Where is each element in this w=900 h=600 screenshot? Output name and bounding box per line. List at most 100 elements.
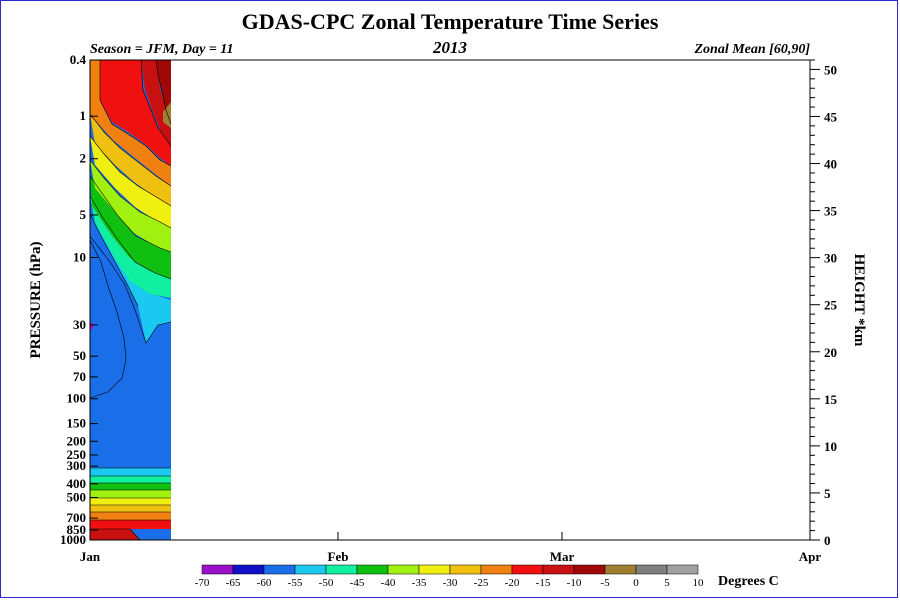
time-tick-label: Feb: [328, 549, 349, 564]
height-tick-label: 35: [824, 204, 838, 219]
pressure-tick-label: 2: [80, 151, 87, 166]
subtitle-left: Season = JFM, Day = 11: [90, 42, 234, 57]
pressure-tick-label: 850: [67, 522, 87, 537]
height-tick-label: 45: [824, 109, 838, 124]
band-minus35-minus30: [90, 136, 171, 228]
band-low-minus35: [90, 490, 171, 498]
pressure-tick-label: 100: [67, 391, 87, 406]
colorbar-swatch: [356, 564, 389, 575]
band-minus25-minus20: [90, 60, 171, 186]
band-minus40-minus35: [90, 160, 171, 252]
colorbar-label: -65: [226, 577, 241, 589]
colorbar-swatch: [604, 564, 637, 575]
colorbar-label: -45: [350, 577, 365, 589]
height-tick-label: 20: [824, 345, 837, 360]
colorbar-label: -10: [567, 577, 582, 589]
pressure-tick-label: 250: [67, 447, 87, 462]
band-minus5-0: [163, 102, 171, 128]
height-tick-label: 50: [824, 62, 837, 77]
colorbar-swatch: [449, 564, 482, 575]
pressure-tick-label: 150: [67, 416, 87, 431]
band-minus45-minus40: [90, 176, 171, 279]
band-low-minus15: [90, 520, 171, 529]
pressure-tick-label: 5: [80, 207, 87, 222]
time-tick-label: Jan: [80, 549, 101, 564]
colorbar-label: -5: [600, 577, 610, 589]
height-tick-label: 5: [824, 486, 831, 501]
band-low-minus30: [90, 498, 171, 505]
pressure-tick-label: 700: [67, 510, 87, 525]
pressure-tick-label: 70: [73, 369, 86, 384]
pressure-tick-label: 50: [73, 348, 86, 363]
height-tick-label: 25: [824, 298, 838, 313]
band-minus30-minus25: [90, 114, 171, 206]
colorbar-swatch: [573, 564, 606, 575]
time-tick-label: Mar: [550, 549, 575, 564]
colorbar-swatch: [325, 564, 358, 575]
pressure-tick-label: 1000: [60, 532, 86, 547]
chart-title: GDAS-CPC Zonal Temperature Time Series: [242, 9, 659, 34]
height-tick-label: 0: [824, 533, 831, 548]
band-minus60-lower: [90, 236, 171, 468]
band-low-minus50: [90, 468, 171, 476]
band-minus20-minus15: [100, 60, 171, 166]
height-tick-label: 40: [824, 157, 837, 172]
colorbar-label: -25: [474, 577, 489, 589]
subtitle-right: Zonal Mean [60,90]: [694, 42, 811, 57]
pressure-tick-label: 10: [73, 249, 86, 264]
band-low-minus20: [90, 512, 171, 520]
band-low-minus45: [90, 476, 171, 483]
pressure-tick-label: 0.4: [70, 52, 87, 67]
plot-border: [89, 59, 811, 541]
colorbar-swatch: [635, 564, 668, 575]
colorbar-swatch: [418, 564, 451, 575]
band-minus15-minus10: [141, 60, 171, 146]
colorbar-label: 0: [633, 577, 639, 589]
band-low-minus40: [90, 483, 171, 490]
colorbar-swatch: [542, 564, 575, 575]
colorbar-label: -50: [319, 577, 334, 589]
colorbar-swatch: [232, 564, 265, 575]
pressure-tick-label: 300: [67, 458, 87, 473]
colorbar: -70 -65 -60 -55 -50 -45 -40 -35 -30 -25 -20 -15 -10-…: [195, 564, 705, 589]
pressure-axis-label: PRESSURE (hPa): [28, 241, 44, 358]
colorbar-label: -20: [505, 577, 520, 589]
pressure-tick-label: 500: [67, 489, 87, 504]
band-minus70-minus65: [90, 320, 94, 332]
subtitle-center: 2013: [432, 38, 468, 57]
height-tick-label: 15: [824, 392, 838, 407]
colorbar-label: -40: [381, 577, 396, 589]
colorbar-swatch: [387, 564, 420, 575]
colorbar-swatch: [666, 564, 699, 575]
time-axis: Jan Feb Mar Apr: [80, 532, 822, 564]
pressure-tick-label: 200: [67, 433, 87, 448]
colorbar-label: 10: [693, 577, 705, 589]
time-tick-label: Apr: [799, 549, 822, 564]
band-minus50-minus45: [90, 196, 171, 298]
colorbar-label: -15: [536, 577, 551, 589]
height-tick-label: 30: [824, 251, 837, 266]
colorbar-swatch: [201, 564, 234, 575]
height-axis: 0 5 10 15 20 25 30 35 40 45 50: [810, 59, 838, 548]
colorbar-label: 5: [664, 577, 670, 589]
colorbar-unit: Degrees C: [718, 574, 779, 589]
height-tick-label: 10: [824, 439, 837, 454]
colorbar-label: -60: [257, 577, 272, 589]
contour-plot: 0.41251030507010015020025030040050070085…: [60, 52, 838, 564]
band-low-minus25: [90, 505, 171, 512]
colorbar-label: -30: [443, 577, 458, 589]
contour-lines: [89, 59, 172, 541]
band-low-minus10: [90, 529, 140, 540]
pressure-tick-label: 1: [80, 108, 87, 123]
colorbar-label: -70: [195, 577, 210, 589]
contour-data-area: [89, 59, 172, 541]
colorbar-label: -55: [288, 577, 303, 589]
height-axis-label: HEIGHT *km: [851, 254, 867, 347]
pressure-tick-label: 30: [73, 317, 86, 332]
pressure-tick-label: 400: [67, 476, 87, 491]
colorbar-swatch: [263, 564, 296, 575]
colorbar-label: -35: [412, 577, 427, 589]
